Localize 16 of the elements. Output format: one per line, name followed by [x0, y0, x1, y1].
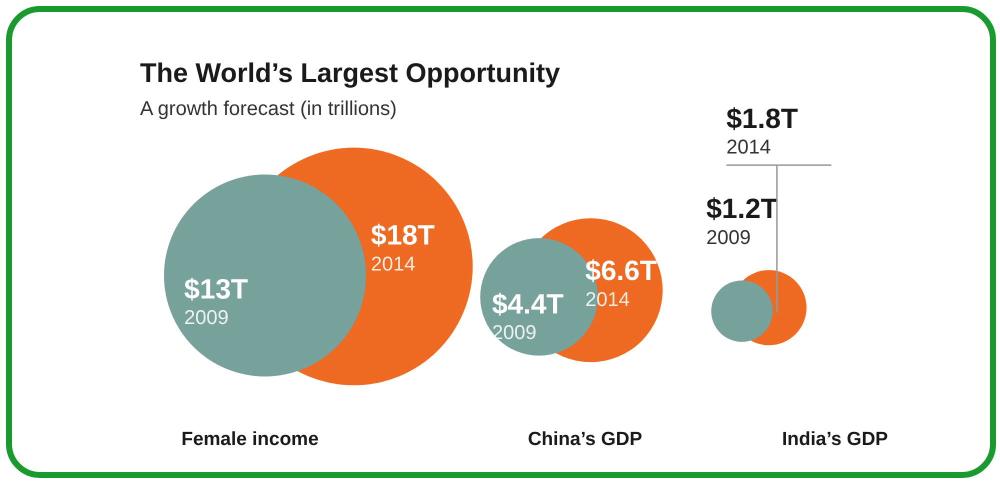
text: A growth forecast (in trillions) — [140, 98, 397, 121]
category-label: India’s GDP — [782, 429, 888, 450]
data-label: $18T — [370, 219, 435, 250]
category-label: Female income — [181, 429, 319, 450]
data-label: $1.8T — [726, 102, 798, 134]
text: The World’s Largest Opportunity — [140, 58, 560, 89]
data-label: $6.6T — [585, 254, 657, 286]
category-label: China’s GDP — [528, 429, 643, 450]
data-label: $4.4T — [492, 288, 564, 320]
text: 2014 — [370, 253, 416, 276]
series-label: 2009 — [492, 322, 536, 344]
text: 2009 — [184, 307, 229, 330]
data-label: $13T — [184, 273, 248, 304]
text: 2009 — [706, 226, 751, 249]
text: 2014 — [726, 136, 771, 159]
data-label: $1.2T — [706, 193, 778, 224]
